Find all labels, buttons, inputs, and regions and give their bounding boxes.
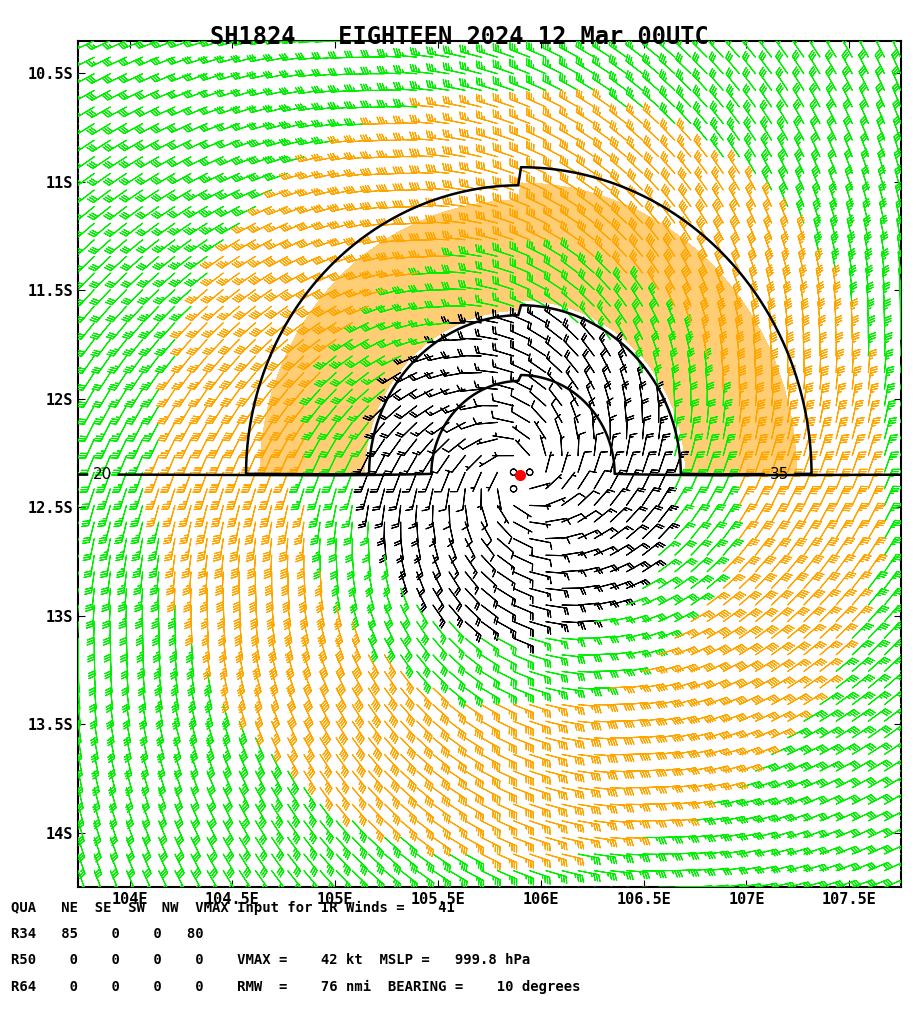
Text: R50    0    0    0    0    VMAX =    42 kt  MSLP =   999.8 hPa: R50 0 0 0 0 VMAX = 42 kt MSLP = 999.8 hP… (11, 953, 530, 967)
Text: QUA   NE  SE  SW  NW  VMAX Input for IR Winds =    41: QUA NE SE SW NW VMAX Input for IR Winds … (11, 900, 455, 915)
Text: SH1824   EIGHTEEN 2024 12 Mar 00UTC: SH1824 EIGHTEEN 2024 12 Mar 00UTC (210, 25, 709, 50)
Text: R64    0    0    0    0    RMW  =    76 nmi  BEARING =    10 degrees: R64 0 0 0 0 RMW = 76 nmi BEARING = 10 de… (11, 980, 581, 994)
Text: R34   85    0    0   80: R34 85 0 0 80 (11, 927, 204, 941)
Text: 20: 20 (93, 467, 112, 482)
Text: 35: 35 (770, 466, 789, 482)
